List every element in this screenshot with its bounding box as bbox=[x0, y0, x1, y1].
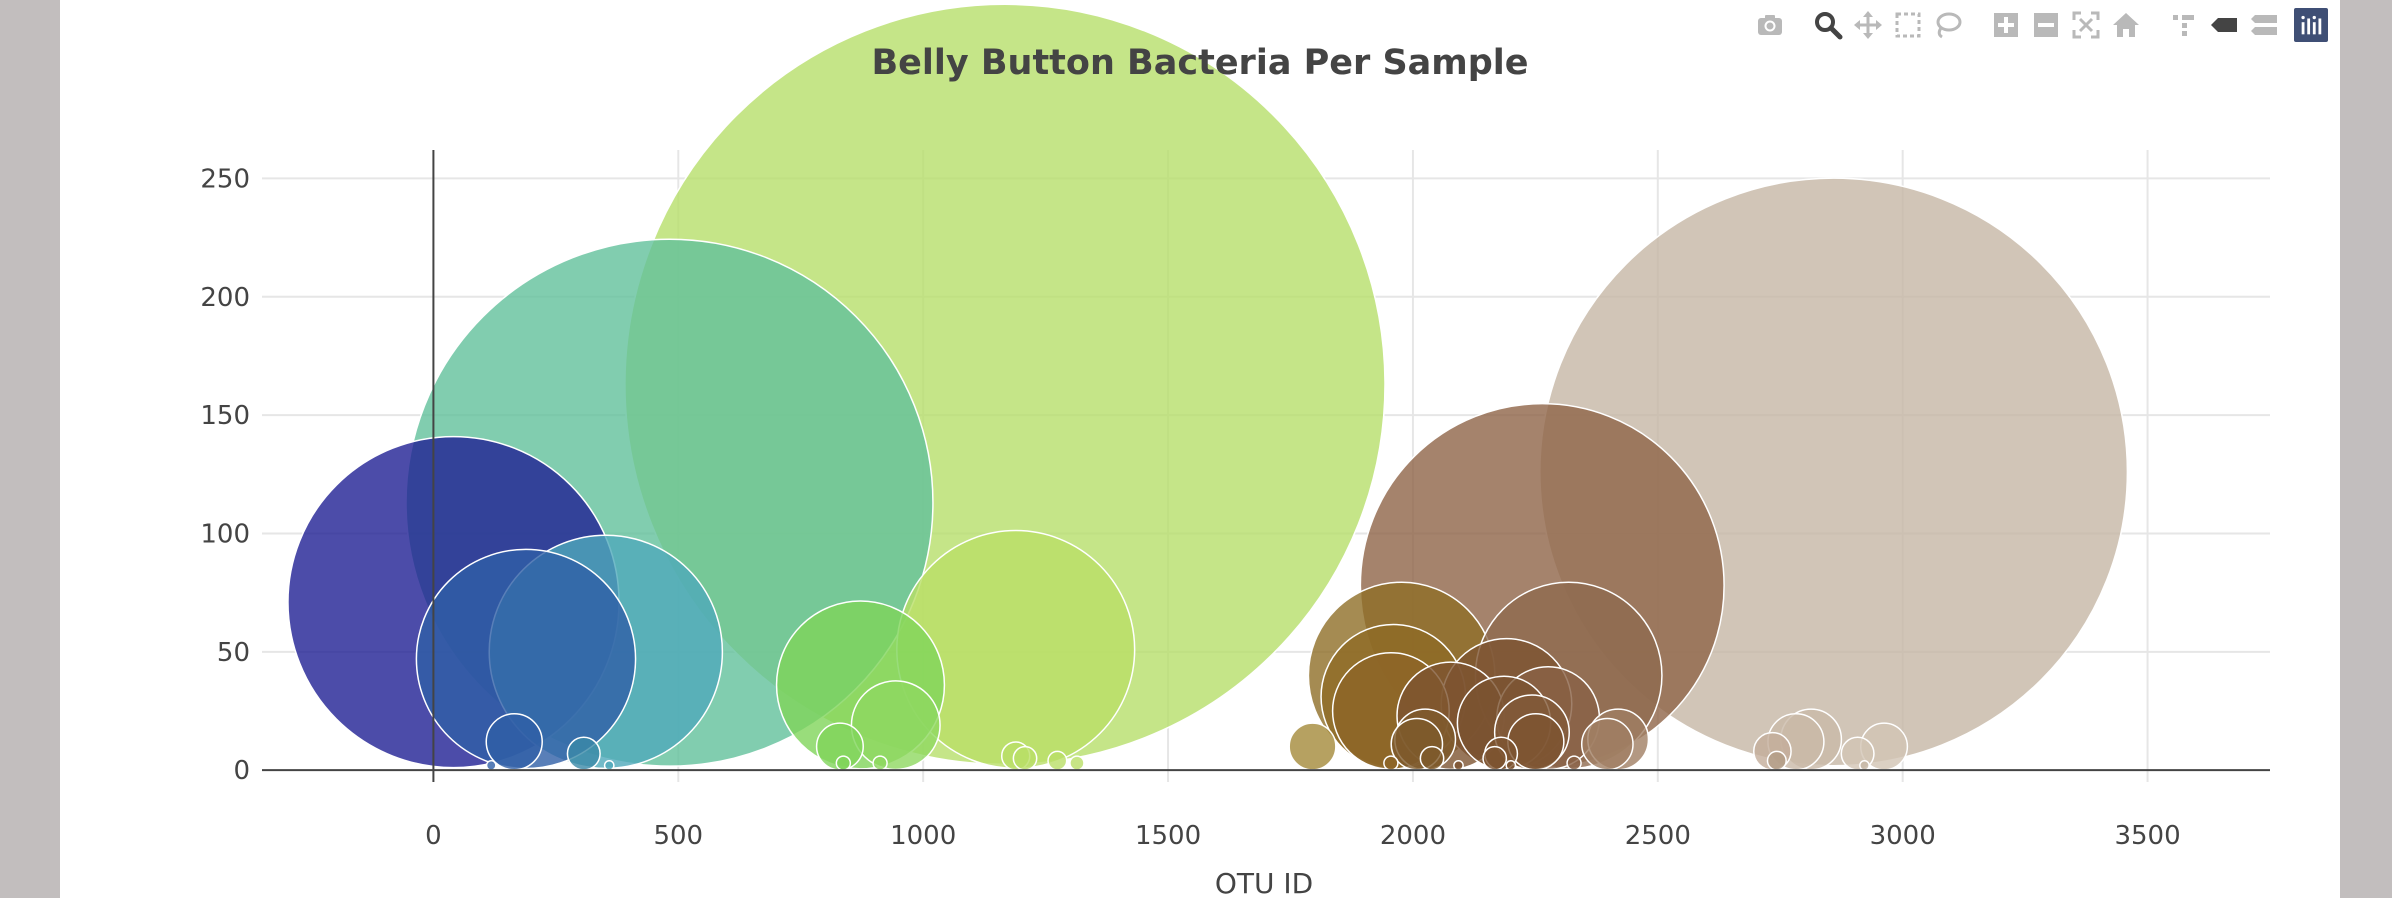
zoom-out-icon[interactable] bbox=[2026, 8, 2066, 42]
bubble-point[interactable] bbox=[603, 760, 615, 771]
bubble-point[interactable] bbox=[1580, 717, 1634, 771]
lasso-icon[interactable] bbox=[1928, 8, 1968, 42]
hover-closest-icon[interactable] bbox=[2204, 8, 2244, 42]
bubble-point[interactable] bbox=[1766, 750, 1787, 771]
box-select-icon[interactable] bbox=[1888, 8, 1928, 42]
bubble-point[interactable] bbox=[850, 680, 941, 771]
x-tick-label: 3000 bbox=[1870, 821, 1936, 851]
bubble-point[interactable] bbox=[1482, 745, 1508, 771]
bubble-point[interactable] bbox=[566, 736, 601, 771]
zoom-icon[interactable] bbox=[1808, 8, 1848, 42]
bubble-point[interactable] bbox=[1012, 745, 1038, 771]
y-tick-label: 50 bbox=[217, 638, 250, 668]
x-tick-label: 0 bbox=[425, 821, 442, 851]
reset-axes-icon[interactable] bbox=[2106, 8, 2146, 42]
bubble-point[interactable] bbox=[1288, 722, 1337, 771]
x-tick-label: 2000 bbox=[1380, 821, 1446, 851]
autoscale-icon[interactable] bbox=[2066, 8, 2106, 42]
y-tick-label: 200 bbox=[200, 283, 250, 313]
plotly-logo-icon[interactable] bbox=[2294, 8, 2328, 42]
y-tick-label: 0 bbox=[233, 756, 250, 786]
bubble-point[interactable] bbox=[415, 548, 637, 770]
y-tick-label: 250 bbox=[200, 164, 250, 194]
bubble-point[interactable] bbox=[872, 755, 888, 771]
x-tick-label: 3500 bbox=[2114, 821, 2180, 851]
bubble-point[interactable] bbox=[485, 760, 497, 771]
bubble-point[interactable] bbox=[1069, 755, 1085, 771]
y-tick-label: 100 bbox=[200, 519, 250, 549]
axes: 0 500 1000 1500 2000 2500 3000 3500 0 50 100 150 200… bbox=[200, 150, 2270, 851]
bubble-point[interactable] bbox=[1047, 750, 1068, 771]
spike-lines-icon[interactable] bbox=[2164, 8, 2204, 42]
zoom-in-icon[interactable] bbox=[1986, 8, 2026, 42]
hover-compare-icon[interactable] bbox=[2244, 8, 2284, 42]
bubble-point[interactable] bbox=[1383, 755, 1399, 771]
x-axis-title: OTU ID bbox=[1215, 867, 1313, 898]
camera-icon[interactable] bbox=[1750, 8, 1790, 42]
pan-icon[interactable] bbox=[1848, 8, 1888, 42]
modebar bbox=[1732, 8, 2328, 42]
y-tick-label: 150 bbox=[200, 401, 250, 431]
bubble-point[interactable] bbox=[1453, 760, 1464, 771]
bubble-point[interactable] bbox=[1859, 760, 1870, 771]
bubble-point[interactable] bbox=[1505, 760, 1517, 771]
bubble-point[interactable] bbox=[1419, 745, 1445, 771]
x-tick-label: 2500 bbox=[1625, 821, 1691, 851]
x-tick-label: 1500 bbox=[1135, 821, 1201, 851]
bubble-point[interactable] bbox=[1566, 755, 1582, 771]
x-tick-label: 500 bbox=[653, 821, 703, 851]
x-tick-label: 1000 bbox=[890, 821, 956, 851]
bubble-point[interactable] bbox=[835, 755, 852, 771]
bubbles[interactable] bbox=[287, 3, 2129, 771]
chart-title: Belly Button Bacteria Per Sample bbox=[871, 43, 1528, 83]
